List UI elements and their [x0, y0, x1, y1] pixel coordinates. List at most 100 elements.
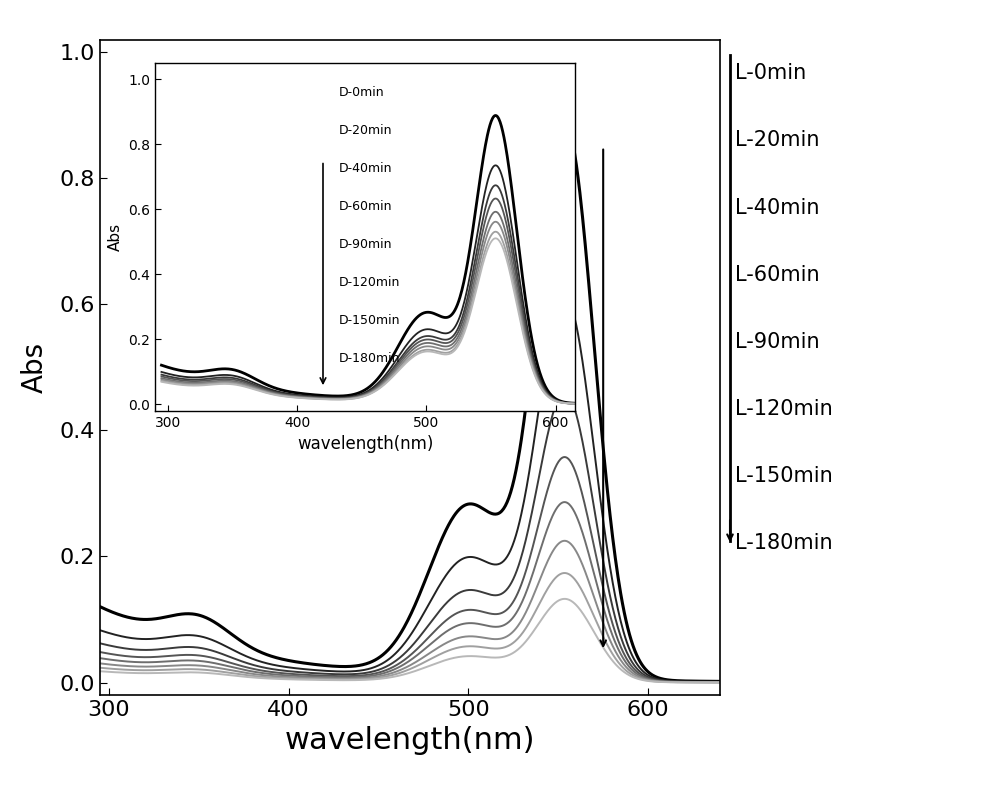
- L-120min: [654, 677, 666, 687]
- L-150min: [501, 641, 513, 651]
- L-120min: [290, 672, 302, 682]
- L-20min: [654, 675, 666, 684]
- L-0min: [714, 677, 726, 687]
- L-60min: [246, 664, 258, 673]
- L-40min: [94, 638, 106, 648]
- Line: L-120min: L-120min: [100, 541, 720, 683]
- Text: L-120min: L-120min: [735, 399, 833, 419]
- L-150min: [246, 671, 258, 680]
- L-180min: [246, 672, 258, 682]
- Text: D-150min: D-150min: [339, 314, 400, 327]
- L-120min: [714, 678, 726, 687]
- L-60min: [290, 669, 302, 679]
- Text: L-150min: L-150min: [735, 466, 833, 486]
- L-0min: [577, 221, 589, 231]
- L-90min: [559, 498, 571, 507]
- L-150min: [94, 663, 106, 672]
- L-40min: [559, 388, 571, 397]
- Text: D-60min: D-60min: [339, 200, 392, 213]
- L-90min: [269, 670, 281, 679]
- L-150min: [559, 568, 571, 577]
- L-20min: [559, 292, 571, 301]
- L-150min: [290, 674, 302, 683]
- Text: L-60min: L-60min: [735, 265, 820, 284]
- L-150min: [577, 589, 589, 598]
- Text: L-20min: L-20min: [735, 130, 820, 150]
- L-0min: [290, 657, 302, 667]
- Text: D-90min: D-90min: [339, 238, 392, 251]
- Text: L-180min: L-180min: [735, 533, 833, 553]
- L-120min: [559, 536, 571, 546]
- L-90min: [501, 619, 513, 628]
- Y-axis label: Abs: Abs: [108, 223, 123, 251]
- L-120min: [246, 669, 258, 679]
- Text: D-180min: D-180min: [339, 352, 400, 365]
- Text: L-40min: L-40min: [735, 198, 820, 217]
- L-60min: [94, 647, 106, 656]
- L-0min: [501, 498, 513, 507]
- L-90min: [246, 667, 258, 676]
- L-90min: [94, 653, 106, 663]
- L-60min: [501, 604, 513, 614]
- Line: L-20min: L-20min: [100, 296, 720, 682]
- L-20min: [501, 552, 513, 562]
- L-120min: [577, 562, 589, 572]
- L-120min: [269, 672, 281, 681]
- L-180min: [269, 674, 281, 683]
- X-axis label: wavelength(nm): wavelength(nm): [297, 435, 433, 453]
- L-40min: [577, 442, 589, 451]
- Text: D-40min: D-40min: [339, 162, 392, 175]
- Text: D-120min: D-120min: [339, 276, 400, 289]
- L-40min: [654, 675, 666, 685]
- L-60min: [559, 453, 571, 462]
- X-axis label: wavelength(nm): wavelength(nm): [285, 726, 535, 754]
- Y-axis label: Abs: Abs: [21, 342, 49, 393]
- L-180min: [654, 677, 666, 687]
- Line: L-150min: L-150min: [100, 573, 720, 683]
- L-20min: [577, 363, 589, 372]
- L-40min: [501, 585, 513, 594]
- L-180min: [577, 610, 589, 619]
- L-150min: [714, 678, 726, 687]
- L-0min: [559, 118, 571, 127]
- Line: L-90min: L-90min: [100, 502, 720, 683]
- L-180min: [714, 678, 726, 687]
- L-20min: [94, 626, 106, 635]
- L-20min: [246, 654, 258, 664]
- L-150min: [269, 673, 281, 683]
- L-20min: [269, 660, 281, 670]
- L-40min: [290, 667, 302, 676]
- L-180min: [290, 675, 302, 684]
- L-20min: [714, 677, 726, 687]
- L-180min: [94, 667, 106, 676]
- Text: D-0min: D-0min: [339, 86, 384, 99]
- Text: L-90min: L-90min: [735, 332, 820, 352]
- L-40min: [269, 664, 281, 674]
- L-0min: [94, 602, 106, 611]
- L-0min: [269, 653, 281, 662]
- L-180min: [501, 651, 513, 660]
- Line: L-60min: L-60min: [100, 457, 720, 682]
- L-90min: [654, 676, 666, 686]
- L-150min: [654, 677, 666, 687]
- L-120min: [501, 631, 513, 641]
- L-40min: [246, 660, 258, 669]
- L-90min: [714, 678, 726, 687]
- Line: L-40min: L-40min: [100, 393, 720, 682]
- L-60min: [714, 677, 726, 687]
- L-0min: [246, 643, 258, 653]
- L-90min: [290, 672, 302, 681]
- L-40min: [714, 677, 726, 687]
- L-90min: [577, 531, 589, 540]
- L-180min: [559, 594, 571, 604]
- L-60min: [577, 494, 589, 503]
- Line: L-0min: L-0min: [100, 122, 720, 682]
- Text: D-20min: D-20min: [339, 124, 392, 137]
- L-20min: [290, 664, 302, 673]
- L-60min: [269, 668, 281, 677]
- L-60min: [654, 676, 666, 686]
- L-0min: [654, 674, 666, 683]
- Line: L-180min: L-180min: [100, 599, 720, 683]
- Text: L-0min: L-0min: [735, 63, 806, 83]
- L-120min: [94, 659, 106, 668]
